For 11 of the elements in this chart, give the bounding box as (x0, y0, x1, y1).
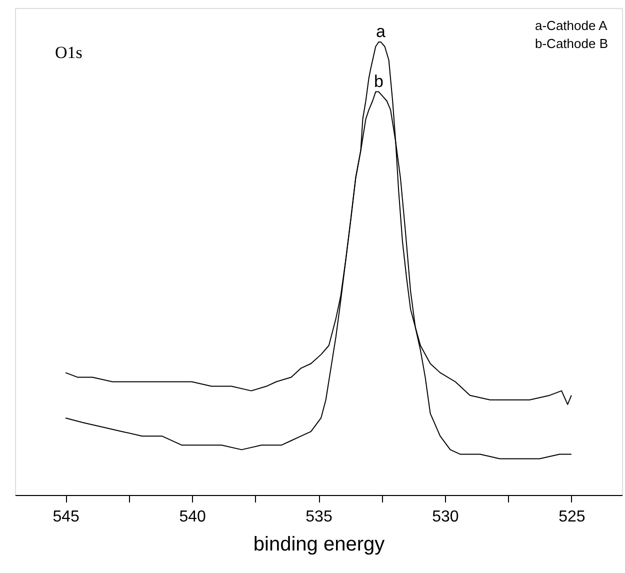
annotation: a (376, 22, 386, 41)
x-axis-title: binding energy (253, 534, 385, 556)
annotation: b-Cathode B (535, 36, 608, 51)
x-tick-label: 525 (558, 508, 586, 526)
x-tick-label: 530 (432, 508, 459, 526)
x-tick-label: 545 (52, 508, 80, 526)
annotation: O1s (55, 43, 82, 62)
x-tick-label: 535 (306, 508, 332, 526)
x-tick-label: 540 (179, 508, 206, 526)
text: a-Cathode A (535, 18, 608, 33)
annotation: b (374, 72, 384, 91)
